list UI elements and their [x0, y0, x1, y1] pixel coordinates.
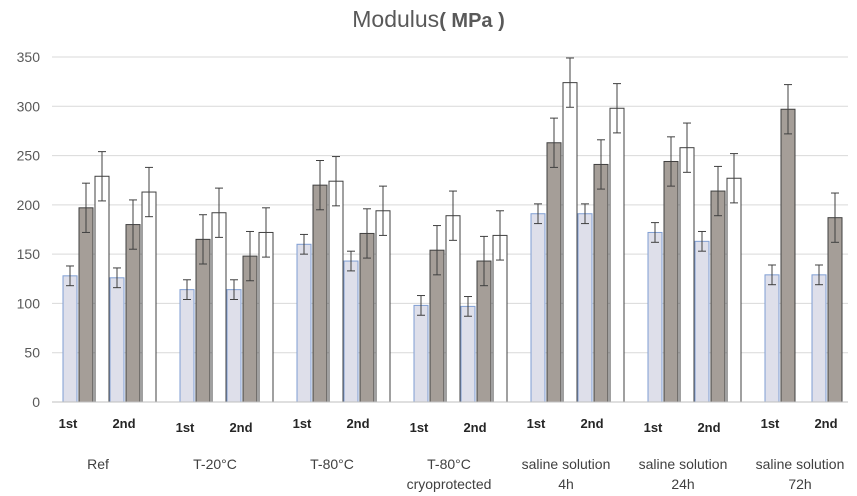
bar	[811, 274, 827, 403]
bar	[577, 213, 593, 403]
bar	[609, 107, 625, 403]
group-label: T-20°C	[193, 456, 237, 472]
subgroup-label: 2nd	[463, 420, 486, 435]
bar	[827, 217, 843, 403]
subgroup-label: 1st	[176, 420, 195, 435]
group-label: 72h	[788, 476, 811, 492]
group-label: saline solution	[639, 456, 728, 472]
chart-title-unit: ( MPa )	[439, 10, 505, 32]
bar	[764, 274, 780, 403]
chart-title-text: Modulus	[352, 6, 440, 32]
bar	[663, 160, 679, 403]
bar	[445, 215, 461, 403]
subgroup-label: 2nd	[112, 416, 135, 431]
y-tick-label: 250	[17, 148, 41, 164]
group-label: saline solution	[522, 456, 611, 472]
bar	[710, 190, 726, 403]
bar	[593, 163, 609, 403]
group-label: 4h	[558, 476, 574, 492]
y-tick-label: 100	[17, 295, 41, 311]
bar	[258, 231, 274, 403]
bar	[179, 289, 195, 403]
bar	[125, 224, 141, 403]
subgroup-label: 2nd	[580, 416, 603, 431]
subgroup-label: 1st	[410, 420, 429, 435]
bar	[647, 231, 663, 403]
subgroup-label: 1st	[293, 416, 312, 431]
subgroup-label: 2nd	[814, 416, 837, 431]
y-tick-label: 0	[32, 394, 40, 410]
bar	[562, 82, 578, 403]
bar	[296, 243, 312, 403]
subgroup-label: 2nd	[697, 420, 720, 435]
group-label: T-80°C	[427, 456, 471, 472]
bar	[726, 177, 742, 403]
bar	[460, 305, 476, 403]
y-tick-label: 150	[17, 246, 41, 262]
group-label: saline solution	[756, 456, 845, 472]
bar	[343, 260, 359, 403]
bar	[94, 175, 110, 403]
subgroup-label: 2nd	[229, 420, 252, 435]
y-tick-label: 350	[17, 49, 41, 65]
subgroup-label: 1st	[59, 416, 78, 431]
bar	[62, 275, 78, 403]
group-label: 24h	[671, 476, 694, 492]
bar	[679, 147, 695, 403]
group-label: Ref	[87, 456, 109, 472]
subgroup-label: 1st	[761, 416, 780, 431]
bar	[109, 277, 125, 403]
bar	[78, 207, 94, 403]
bar	[694, 240, 710, 403]
group-label: cryoprotected	[407, 476, 492, 492]
bar	[211, 212, 227, 403]
bar	[413, 304, 429, 403]
y-tick-label: 50	[24, 345, 40, 361]
bar	[359, 232, 375, 403]
bar	[328, 180, 344, 403]
bar	[141, 191, 157, 403]
bar	[530, 213, 546, 403]
bar	[780, 108, 796, 403]
bar	[312, 184, 328, 403]
group-label: T-80°C	[310, 456, 354, 472]
subgroup-label: 1st	[527, 416, 546, 431]
bar	[226, 289, 242, 403]
subgroup-label: 2nd	[346, 416, 369, 431]
chart-title: Modulus( MPa )	[0, 6, 857, 33]
y-tick-label: 200	[17, 197, 41, 213]
bar	[546, 142, 562, 403]
subgroup-label: 1st	[644, 420, 663, 435]
y-tick-label: 300	[17, 98, 41, 114]
bar	[375, 210, 391, 403]
